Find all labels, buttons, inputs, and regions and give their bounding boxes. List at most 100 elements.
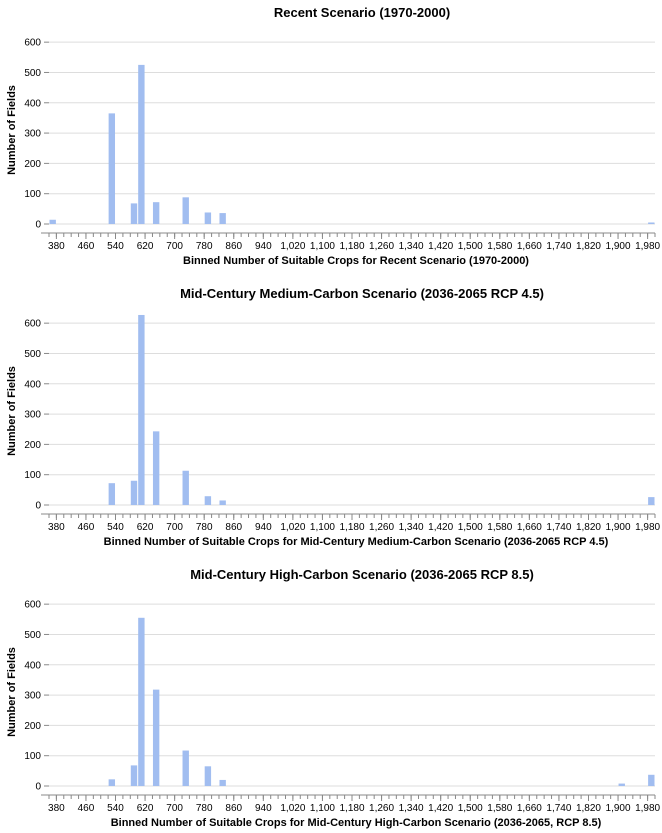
x-tick-label: 1,580 — [487, 522, 512, 533]
y-axis-title: Number of Fields — [6, 85, 18, 175]
histogram-bar — [219, 213, 226, 224]
x-tick-label: 620 — [137, 241, 154, 252]
x-axis-title: Binned Number of Suitable Crops for Rece… — [183, 255, 529, 267]
y-tick-label: 300 — [24, 129, 41, 140]
x-tick-label: 1,420 — [428, 241, 453, 252]
x-tick-label: 860 — [225, 522, 242, 533]
y-axis-title: Number of Fields — [6, 366, 18, 456]
x-tick-label: 1,820 — [576, 522, 601, 533]
x-tick-label: 1,660 — [517, 803, 542, 814]
histogram-bar — [182, 750, 189, 786]
y-tick-label: 200 — [24, 440, 41, 451]
x-tick-label: 1,580 — [487, 241, 512, 252]
histogram-bar — [648, 497, 655, 505]
plot-area: 0 100 200 300 400 500 600 380 460 540 620 700 780 860… — [24, 314, 661, 533]
y-tick-label: 600 — [24, 38, 41, 49]
x-tick-label: 380 — [48, 522, 65, 533]
x-tick-label: 1,020 — [280, 522, 305, 533]
histogram-bar — [108, 483, 116, 505]
x-tick-label: 1,660 — [517, 241, 542, 252]
y-tick-label: 300 — [24, 691, 41, 702]
y-tick-label: 300 — [24, 410, 41, 421]
x-tick-label: 1,740 — [546, 803, 571, 814]
histogram-bar — [130, 480, 138, 505]
histogram-bar — [152, 689, 160, 786]
x-tick-label: 1,100 — [310, 803, 335, 814]
histogram-bar — [182, 197, 189, 224]
x-tick-label: 1,980 — [635, 522, 660, 533]
x-tick-label: 620 — [137, 803, 154, 814]
x-tick-label: 1,420 — [428, 803, 453, 814]
x-tick-label: 1,500 — [458, 522, 483, 533]
chart-title: Mid-Century High-Carbon Scenario (2036-2… — [190, 567, 534, 582]
histogram-bar — [138, 64, 145, 224]
x-tick-label: 1,980 — [635, 803, 660, 814]
histogram-bar — [219, 779, 226, 786]
chart-title: Mid-Century Medium-Carbon Scenario (2036… — [180, 286, 544, 301]
x-tick-label: 380 — [48, 803, 65, 814]
x-tick-label: 1,900 — [606, 241, 631, 252]
x-tick-label: 1,820 — [576, 241, 601, 252]
y-tick-label: 100 — [24, 189, 41, 200]
y-tick-label: 0 — [35, 501, 41, 512]
histogram-bar — [108, 779, 116, 786]
x-tick-label: 1,340 — [399, 241, 424, 252]
x-tick-label: 780 — [196, 241, 213, 252]
y-tick-label: 500 — [24, 349, 41, 360]
x-tick-label: 1,260 — [369, 522, 394, 533]
histogram-bar — [108, 113, 116, 224]
y-tick-label: 400 — [24, 98, 41, 109]
x-axis-title: Binned Number of Suitable Crops for Mid-… — [111, 817, 602, 829]
plot-area: 0 100 200 300 400 500 600 380 460 540 620 700 780 860… — [24, 38, 660, 252]
x-tick-label: 1,980 — [635, 241, 660, 252]
y-tick-label: 500 — [24, 68, 41, 79]
histogram-bar — [219, 500, 226, 505]
x-tick-label: 700 — [166, 522, 183, 533]
x-tick-label: 700 — [166, 803, 183, 814]
histogram-bar — [182, 470, 189, 505]
x-tick-label: 860 — [225, 241, 242, 252]
y-tick-label: 500 — [24, 630, 41, 641]
histogram-bar — [49, 219, 56, 224]
x-tick-label: 620 — [137, 522, 154, 533]
y-tick-label: 400 — [24, 660, 41, 671]
y-tick-label: 200 — [24, 159, 41, 170]
x-tick-label: 1,100 — [310, 522, 335, 533]
panel-high-carbon: Mid-Century High-Carbon Scenario (2036-2… — [6, 567, 661, 829]
histogram-bar — [138, 617, 145, 786]
y-tick-label: 200 — [24, 721, 41, 732]
x-tick-label: 1,180 — [339, 522, 364, 533]
histogram-bar — [204, 212, 212, 224]
y-tick-label: 0 — [35, 220, 41, 231]
histogram-bar — [138, 314, 145, 505]
x-tick-label: 460 — [78, 241, 95, 252]
histogram-bar — [152, 431, 160, 505]
histogram-bar — [648, 222, 655, 224]
y-tick-label: 400 — [24, 379, 41, 390]
x-tick-label: 1,900 — [606, 522, 631, 533]
histogram-bar — [130, 765, 138, 786]
x-tick-label: 1,500 — [458, 803, 483, 814]
x-tick-label: 940 — [255, 522, 272, 533]
histogram-bar — [204, 496, 212, 505]
x-tick-label: 700 — [166, 241, 183, 252]
y-tick-label: 100 — [24, 470, 41, 481]
y-tick-label: 100 — [24, 751, 41, 762]
panel-recent: Recent Scenario (1970-2000) 0 100 200 300 40… — [6, 5, 661, 267]
x-tick-label: 1,580 — [487, 803, 512, 814]
x-axis-title: Binned Number of Suitable Crops for Mid-… — [104, 536, 609, 548]
x-tick-label: 1,180 — [339, 241, 364, 252]
x-tick-label: 1,020 — [280, 803, 305, 814]
x-tick-label: 1,900 — [606, 803, 631, 814]
x-tick-label: 460 — [78, 522, 95, 533]
histogram-bar — [204, 766, 212, 786]
y-tick-label: 600 — [24, 600, 41, 611]
panel-medium-carbon: Mid-Century Medium-Carbon Scenario (2036… — [6, 286, 661, 548]
x-tick-label: 540 — [107, 522, 124, 533]
x-tick-label: 1,820 — [576, 803, 601, 814]
x-tick-label: 1,740 — [546, 241, 571, 252]
x-tick-label: 860 — [225, 803, 242, 814]
x-tick-label: 460 — [78, 803, 95, 814]
plot-area: 0 100 200 300 400 500 600 380 460 540 620 700 780 860… — [24, 600, 660, 814]
